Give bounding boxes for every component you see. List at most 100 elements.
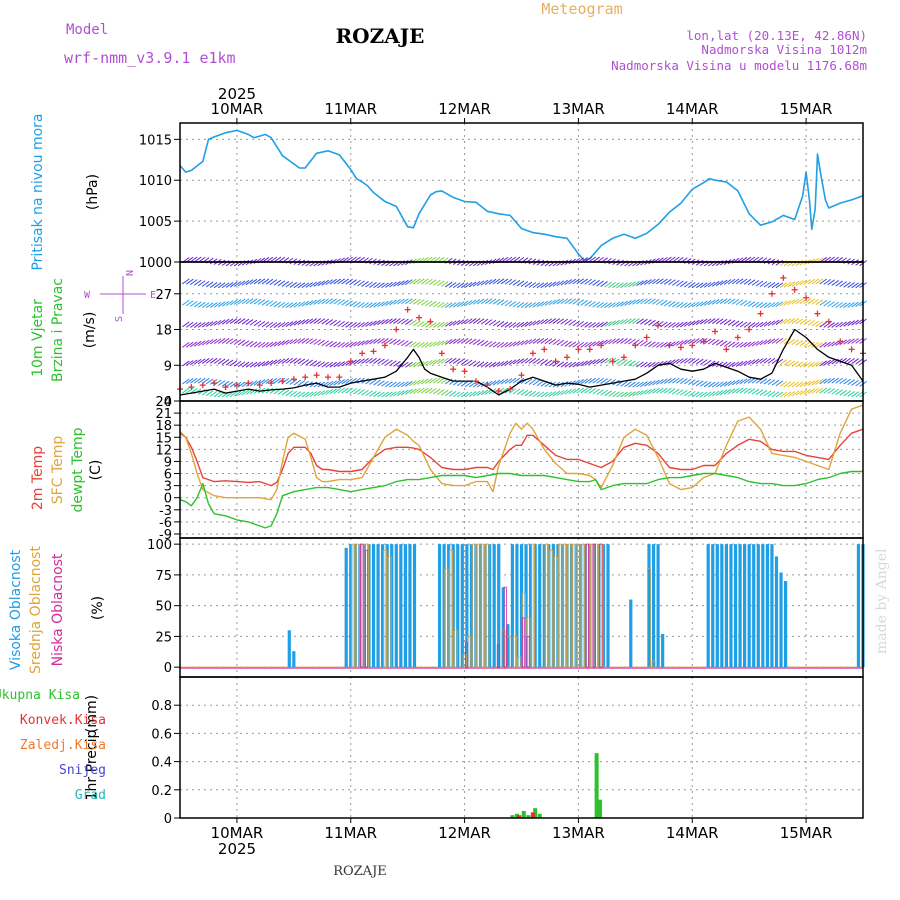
wind-barb <box>285 302 294 309</box>
wind-barb <box>632 280 640 287</box>
model-name: wrf-nmm_v3.9.1 e1km <box>64 49 236 67</box>
wind-barb <box>548 299 557 306</box>
wind-barb <box>345 321 353 328</box>
wind-barb <box>349 301 357 307</box>
wind-barb <box>544 318 553 325</box>
wind-barb <box>839 378 847 385</box>
wind-barb <box>703 359 712 366</box>
wind-barb <box>432 388 441 395</box>
wind-barb <box>564 388 573 395</box>
wind-barb <box>783 391 792 398</box>
wind-barb <box>632 360 640 367</box>
x-tick-label-bottom: 10MAR <box>211 824 264 842</box>
wind-barb <box>520 321 529 328</box>
wind-barb <box>540 359 549 365</box>
wind-barb <box>648 278 656 285</box>
cloud-bar <box>565 544 569 668</box>
wind-barb <box>636 280 644 287</box>
wind-barb <box>429 256 437 263</box>
wind-barb <box>401 389 409 396</box>
wind-barb <box>743 359 752 366</box>
wind-barb <box>373 338 381 345</box>
wind-barb <box>197 358 206 365</box>
wind-barb <box>309 299 318 306</box>
cloud-bar <box>529 544 533 668</box>
wind-barb <box>301 318 310 325</box>
wind-barb <box>181 321 190 328</box>
wind-barb <box>429 301 437 307</box>
wind-barb <box>755 389 764 396</box>
wind-barb <box>835 389 843 396</box>
cloud-bar <box>562 543 567 668</box>
wind-barb <box>341 299 349 306</box>
wind-barb <box>652 387 660 394</box>
wind-barb <box>612 391 620 398</box>
wind-barb <box>468 299 477 306</box>
wind-barb <box>763 281 772 288</box>
wind-barb <box>432 340 441 347</box>
wind-barb <box>763 320 772 327</box>
wind-barb <box>456 391 465 398</box>
wind-barb <box>743 300 752 307</box>
product-title: Meteogram <box>541 0 622 18</box>
wind-barb <box>556 390 565 396</box>
wind-barb <box>349 388 357 394</box>
wind-barb <box>592 358 600 365</box>
wind-barb <box>293 379 302 386</box>
wind-barb <box>345 387 353 394</box>
wind-barb <box>313 299 322 305</box>
wind-barb <box>751 388 760 395</box>
wind-barb <box>189 279 198 286</box>
wind-barb <box>432 256 441 263</box>
panel-frame-pressure <box>179 122 864 263</box>
wind-barb <box>636 381 644 388</box>
wind-barb <box>628 281 636 288</box>
wind-barb <box>855 282 863 289</box>
y-tick-label: -6 <box>159 516 172 531</box>
wind-barb <box>265 341 274 348</box>
cloud-bar <box>538 544 542 668</box>
wind-barb <box>317 361 326 368</box>
wind-barb <box>512 279 521 286</box>
wind-barb <box>425 359 433 366</box>
y-tick-label: 1010 <box>139 174 172 189</box>
y-tick-label: 6 <box>164 468 172 483</box>
wind-barb <box>827 322 836 328</box>
wind-barb <box>476 280 485 287</box>
wind-barb <box>779 391 788 398</box>
wind-barb <box>389 318 397 324</box>
wind-barb <box>624 338 632 345</box>
wind-barb <box>528 379 537 385</box>
wind-barb <box>301 300 310 307</box>
wind-barb <box>500 278 509 285</box>
wind-barb <box>285 321 294 327</box>
wind-barb <box>329 319 337 326</box>
wind-barb <box>345 300 353 307</box>
wind-barb <box>401 318 409 325</box>
wind-barb <box>432 322 441 328</box>
wind-barb <box>213 358 222 364</box>
wind-barb <box>448 338 457 345</box>
wind-barb <box>815 378 824 385</box>
wind-barb <box>648 341 656 348</box>
wind-barb <box>676 302 684 308</box>
wind-barb <box>361 389 369 396</box>
wind-barb <box>472 298 481 305</box>
elevation-text: Nadmorska Visina 1012m <box>701 42 867 57</box>
wind-barb <box>409 319 417 326</box>
wind-barb <box>516 321 525 328</box>
wind-barb <box>823 256 832 263</box>
wind-barb <box>683 338 692 345</box>
wind-barb <box>644 388 652 395</box>
year-top: 2025 <box>218 85 256 103</box>
wind-barb <box>185 278 194 285</box>
wind-barb <box>365 357 373 364</box>
wind-barb <box>245 361 254 368</box>
wind-barb <box>687 379 696 386</box>
wind-barb <box>305 359 314 366</box>
wind-barb <box>301 359 310 365</box>
wind-barb <box>289 282 298 288</box>
wind-barb <box>209 282 218 288</box>
wind-barb <box>325 340 333 347</box>
compass-west-label: W <box>84 290 91 301</box>
